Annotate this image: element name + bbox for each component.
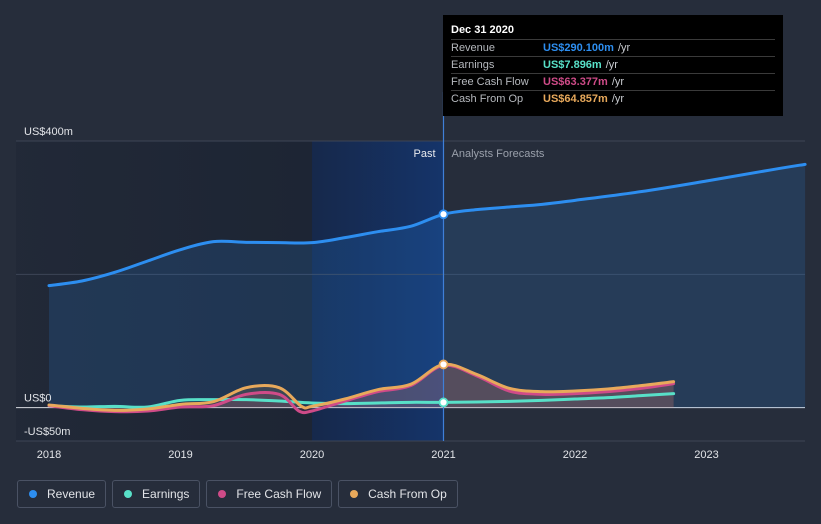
revenue-dot-icon (29, 490, 37, 498)
tooltip-row-earnings: Earnings US$7.896m /yr (451, 56, 775, 73)
legend-item-free-cash-flow[interactable]: Free Cash Flow (206, 480, 333, 508)
chart-legend: Revenue Earnings Free Cash Flow Cash Fro… (17, 480, 458, 508)
tooltip-row-free-cash-flow: Free Cash Flow US$63.377m /yr (451, 73, 775, 90)
legend-item-cash-from-op[interactable]: Cash From Op (338, 480, 458, 508)
x-axis-tick-label: 2020 (300, 449, 324, 461)
tooltip-label: Free Cash Flow (451, 76, 529, 88)
past-label: Past (413, 148, 435, 160)
tooltip-value: US$63.377m (543, 76, 608, 88)
free-cash-flow-dot-icon (218, 490, 227, 498)
earnings-dot-icon (124, 490, 133, 498)
legend-item-earnings[interactable]: Earnings (112, 480, 201, 508)
y-axis-label: US$0 (24, 393, 52, 405)
tooltip-label: Cash From Op (451, 93, 524, 105)
x-axis-tick-label: 2023 (694, 449, 718, 461)
tooltip-unit: /yr (605, 59, 618, 71)
x-axis-tick-label: 2019 (168, 449, 192, 461)
x-axis-tick-label: 2018 (37, 449, 61, 461)
tooltip-row-revenue: Revenue US$290.100m /yr (451, 39, 775, 56)
legend-label: Free Cash Flow (236, 487, 322, 501)
financial-chart: US$400m US$0 -US$50m 2018 2019 2020 2021 2022 2… (16, 92, 807, 461)
forecast-label: Analysts Forecasts (452, 148, 545, 160)
x-axis-tick-label: 2022 (563, 449, 587, 461)
cash-from-op-marker (438, 359, 449, 370)
tooltip-unit: /yr (611, 93, 625, 105)
cash-from-op-line (47, 362, 676, 412)
past-shade (16, 141, 312, 441)
cash-from-op-area (49, 364, 674, 411)
tooltip-label: Revenue (451, 42, 496, 54)
tooltip-date: Dec 31 2020 (451, 24, 514, 36)
legend-item-revenue[interactable]: Revenue (17, 480, 107, 508)
revenue-marker (438, 209, 449, 220)
tooltip-unit: /yr (611, 76, 625, 88)
revenue-line (47, 162, 807, 288)
tooltip-value: US$290.100m (543, 42, 614, 54)
tooltip-row-cash-from-op: Cash From Op US$64.857m /yr (451, 90, 775, 107)
cash-from-op-dot-icon (350, 490, 359, 498)
tooltip-label: Earnings (451, 59, 495, 71)
tooltip-value: US$7.896m (543, 59, 602, 71)
legend-label: Revenue (47, 487, 96, 501)
revenue-area (49, 164, 806, 408)
earnings-line (47, 392, 676, 409)
tooltip-value: US$64.857m (543, 93, 608, 105)
data-tooltip: Dec 31 2020 Revenue US$290.100m /yr Earn… (443, 15, 783, 116)
legend-label: Earnings (142, 487, 190, 501)
tooltip-unit: /yr (617, 42, 631, 54)
earnings-marker (438, 397, 449, 408)
y-axis-label: US$400m (24, 126, 73, 138)
free-cash-flow-line (47, 363, 676, 415)
x-axis-tick-label: 2021 (431, 449, 455, 461)
y-axis-label: -US$50m (24, 426, 70, 438)
legend-label: Cash From Op (368, 487, 447, 501)
